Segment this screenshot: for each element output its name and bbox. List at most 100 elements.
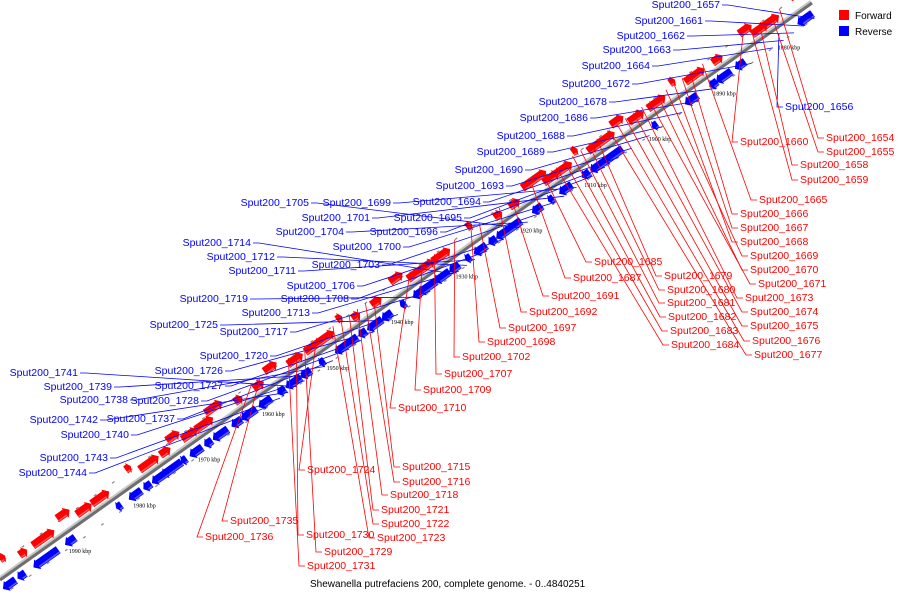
bin-marker [436,250,440,253]
forward-gene-label: Sput200_1687 [573,272,641,284]
bin-marker [227,433,231,436]
forward-gene-arrow-shine [612,120,622,128]
bin-marker [750,61,754,65]
bin-marker [454,237,458,241]
forward-gene-label-leader [389,271,411,409]
forward-gene-label: Sput200_1715 [402,461,470,473]
bin-marker [64,548,68,552]
bin-marker [353,343,357,347]
reverse-gene-label-leader [100,391,289,421]
forward-gene-label: Sput200_1710 [398,402,466,414]
tick-label: 1890 kbp [713,91,736,97]
bin-marker [310,339,314,343]
bin-marker [443,279,447,283]
reverse-gene-label: Sput200_1717 [220,326,288,338]
bin-marker [136,497,141,501]
reverse-gene-arrow [180,455,189,466]
bin-marker [364,301,368,305]
reverse-gene-arrow-shine [372,321,384,330]
forward-gene-label: Sput200_1659 [800,174,868,186]
reverse-gene-label-leader [440,175,593,233]
reverse-gene-label-leader [225,340,362,387]
reverse-gene-arrow-shine [148,485,153,490]
forward-gene-label: Sput200_1709 [423,384,491,396]
forward-gene-label-leader [434,254,442,375]
bin-marker [82,535,86,539]
forward-gene-label: Sput200_1729 [324,546,392,558]
tick-label: 1980 kbp [133,503,156,509]
bin-marker [418,263,422,266]
reverse-gene-label: Sput200_1712 [207,251,275,263]
tick-label: 1920 kbp [520,229,543,235]
bin-marker [407,305,411,308]
bin-marker [201,416,206,420]
forward-gene-label: Sput200_1675 [750,320,818,332]
reverse-gene-label-leader [525,135,650,171]
forward-gene-label-leader [564,161,668,332]
reverse-gene-label: Sput200_1700 [333,241,401,253]
reverse-gene-label: Sput200_1737 [107,413,175,425]
forward-gene-label-leader [531,184,571,279]
reverse-gene-label-leader [277,256,467,266]
reverse-gene-label-leader [506,147,632,187]
reverse-gene-label: Sput200_1738 [60,394,128,406]
bin-marker [653,96,657,100]
forward-gene-label-leader [608,129,752,356]
tick-label: 1960 kbp [262,412,285,418]
reverse-gene-arrow [797,10,816,27]
forward-gene-arrow-shine [495,216,501,221]
bin-marker [147,455,151,459]
forward-gene-arrow [709,53,723,67]
forward-gene-arrow-shine [1,558,5,563]
forward-gene-label-leader [470,228,485,343]
forward-gene-arrow-shine [34,535,53,549]
reverse-gene-label: Sput200_1701 [302,212,370,224]
forward-gene-arrow [682,66,705,86]
bin-marker [515,228,519,231]
reverse-gene-label: Sput200_1656 [785,101,853,113]
reverse-gene-arrow-shine [184,460,189,464]
reverse-gene-arrow [115,501,125,512]
bin-marker [21,545,25,548]
reverse-gene-label: Sput200_1696 [370,226,438,238]
forward-gene-label: Sput200_1723 [377,532,445,544]
reverse-gene-arrow [464,253,474,264]
reverse-gene-label: Sput200_1699 [323,197,391,209]
forward-gene-label: Sput200_1697 [508,322,576,334]
reverse-gene-label: Sput200_1688 [497,130,565,142]
forward-gene-label-leader [624,118,748,327]
reverse-gene-label-leader [567,112,683,137]
axis-line [0,1,813,582]
forward-gene-label-leader [332,326,375,539]
reverse-gene-arrow [716,67,734,84]
forward-gene-label: Sput200_1655 [826,146,894,158]
reverse-gene-label: Sput200_1706 [287,280,355,292]
forward-gene-label: Sput200_1731 [307,560,375,572]
reverse-gene-label-leader [609,87,717,103]
reverse-gene-arrow-shine [479,247,489,255]
reverse-gene-label: Sput200_1663 [603,44,671,56]
forward-gene-label: Sput200_1735 [230,515,298,527]
bin-marker [707,57,711,61]
forward-gene-arrow [368,296,382,309]
reverse-gene-label-leader [483,157,619,203]
forward-gene-arrow-shine [167,436,177,444]
bin-marker [93,493,97,497]
forward-gene-label-leader [649,101,756,285]
reverse-gene-label-leader [290,291,431,333]
reverse-gene-arrow-shine [454,266,462,272]
reverse-gene-label: Sput200_1727 [155,380,223,392]
forward-gene-arrow-shine [594,136,613,151]
forward-gene-label: Sput200_1702 [462,351,530,363]
forward-gene-label-leader [373,297,400,468]
forward-gene-label-leader [221,378,261,522]
legend: Forward Reverse [839,10,893,38]
genome-caption: Shewanella putrefaciens 200, complete ge… [310,579,586,590]
reverse-gene-arrow-shine [440,273,452,283]
forward-gene-arrow-shine [353,317,359,322]
reverse-gene-label: Sput200_1719 [180,293,248,305]
forward-gene-label-leader [296,352,304,536]
legend-forward-label: Forward [855,11,892,22]
genome-axis [0,0,813,582]
reverse-gene-arrow [143,480,154,492]
